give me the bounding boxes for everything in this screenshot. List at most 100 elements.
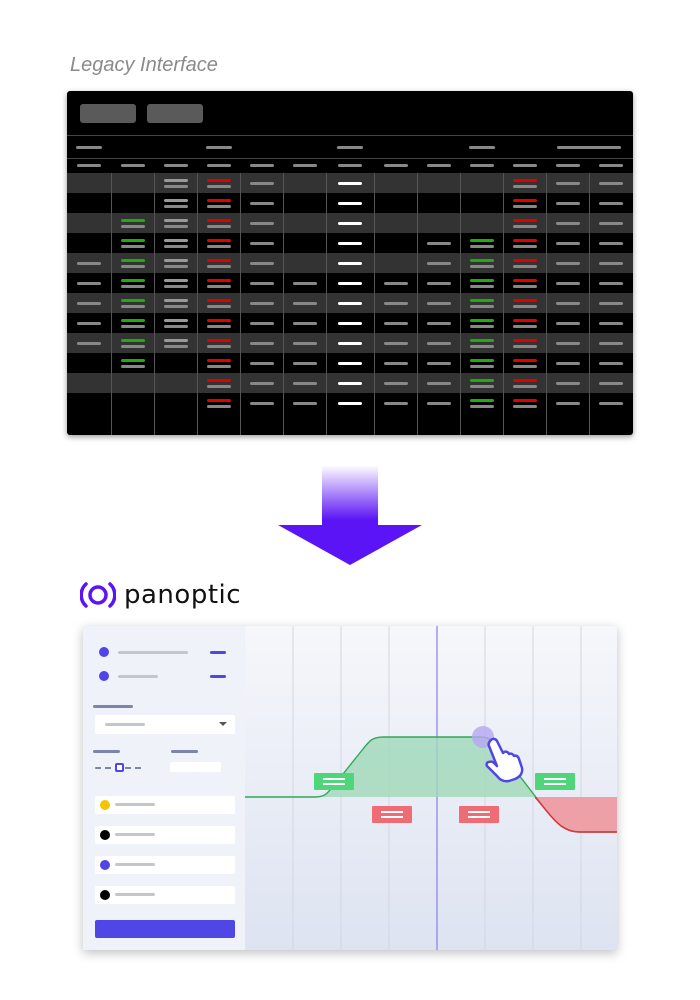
cell-value: [512, 379, 537, 382]
group-header: [76, 146, 102, 149]
strategy-select[interactable]: [95, 715, 235, 734]
profit-marker[interactable]: [535, 773, 575, 790]
legacy-button-1[interactable]: [80, 104, 136, 123]
cell-value: [206, 305, 231, 308]
cell-value: [599, 242, 623, 245]
column-header: [120, 164, 145, 167]
select-label: [93, 705, 133, 708]
loss-marker[interactable]: [459, 806, 499, 823]
cell-value: [512, 365, 537, 368]
group-header: [557, 146, 621, 149]
loss-marker[interactable]: [372, 806, 412, 823]
cell-value: [292, 342, 317, 345]
cell-value: [426, 402, 451, 405]
cell-value: [469, 239, 494, 242]
cell-value: [120, 305, 145, 308]
cell-value: [292, 382, 317, 385]
cell-value: [512, 305, 537, 308]
leg-dot: [100, 800, 110, 810]
cell-value: [555, 302, 580, 305]
legacy-interface-title: Legacy Interface: [70, 54, 218, 76]
cell-value: [77, 262, 101, 265]
cell-value: [469, 399, 494, 402]
cell-value: [512, 199, 537, 202]
leg-label: [115, 863, 155, 866]
loss-area: [535, 797, 617, 832]
payoff-chart: [245, 626, 617, 950]
cell-value: [469, 385, 494, 388]
column-header: [249, 164, 274, 167]
cell-value: [469, 285, 494, 288]
cell-value: [120, 365, 145, 368]
cell-value: [206, 225, 231, 228]
position-label: [118, 651, 188, 654]
cell-value: [249, 402, 274, 405]
column-header: [163, 164, 188, 167]
cell-value: [120, 279, 145, 282]
cell-value: [163, 185, 188, 188]
input-label: [171, 750, 198, 753]
cell-value: [249, 362, 274, 365]
cell-value: [206, 245, 231, 248]
leg-list-item[interactable]: [95, 856, 235, 874]
cell-value: [512, 359, 537, 362]
legacy-button-2[interactable]: [147, 104, 203, 123]
range-slider[interactable]: [95, 763, 145, 773]
cell-value: [292, 402, 317, 405]
cell-value: [292, 302, 317, 305]
cell-value: [512, 245, 537, 248]
cell-value: [206, 219, 231, 222]
cell-value: [383, 402, 408, 405]
cell-value: [469, 265, 494, 268]
cell-value: [206, 185, 231, 188]
cell-value: [292, 282, 317, 285]
cell-value: [206, 259, 231, 262]
leg-list-item[interactable]: [95, 886, 235, 904]
cell-value: [120, 319, 145, 322]
slider-handle[interactable]: [115, 763, 124, 772]
profit-marker[interactable]: [314, 773, 354, 790]
cell-value: [512, 219, 537, 222]
cell-value: [249, 242, 274, 245]
submit-button[interactable]: [95, 920, 235, 938]
cell-value: [512, 385, 537, 388]
cell-value: [512, 225, 537, 228]
cell-value: [120, 325, 145, 328]
cell-value: [120, 265, 145, 268]
cell-value: [512, 239, 537, 242]
column-divider: [197, 173, 198, 435]
cell-value: [426, 282, 451, 285]
cell-value: [555, 182, 580, 185]
column-divider: [326, 173, 327, 435]
column-divider: [546, 173, 547, 435]
position-value: [210, 651, 226, 654]
cell-value: [206, 399, 231, 402]
cell-value: [555, 402, 580, 405]
cell-value: [163, 299, 188, 302]
cell-value: [206, 379, 231, 382]
value-input[interactable]: [170, 762, 221, 772]
cell-value: [249, 262, 274, 265]
cell-value: [555, 282, 580, 285]
group-header: [468, 146, 495, 149]
cell-value: [338, 322, 362, 325]
cell-value: [599, 362, 623, 365]
group-header: [337, 146, 363, 149]
cell-value: [163, 259, 188, 262]
cell-value: [512, 339, 537, 342]
group-header: [205, 146, 232, 149]
cell-value: [426, 322, 451, 325]
panoptic-app-window: [83, 626, 617, 950]
panoptic-logo: panoptic: [80, 580, 241, 610]
cell-value: [206, 239, 231, 242]
position-value: [210, 675, 226, 678]
cell-value: [469, 299, 494, 302]
cell-value: [249, 222, 274, 225]
cell-value: [599, 222, 623, 225]
cell-value: [120, 359, 145, 362]
cell-value: [338, 282, 362, 285]
leg-list-item[interactable]: [95, 826, 235, 844]
cell-value: [512, 299, 537, 302]
position-label: [118, 675, 158, 678]
leg-list-item[interactable]: [95, 796, 235, 814]
